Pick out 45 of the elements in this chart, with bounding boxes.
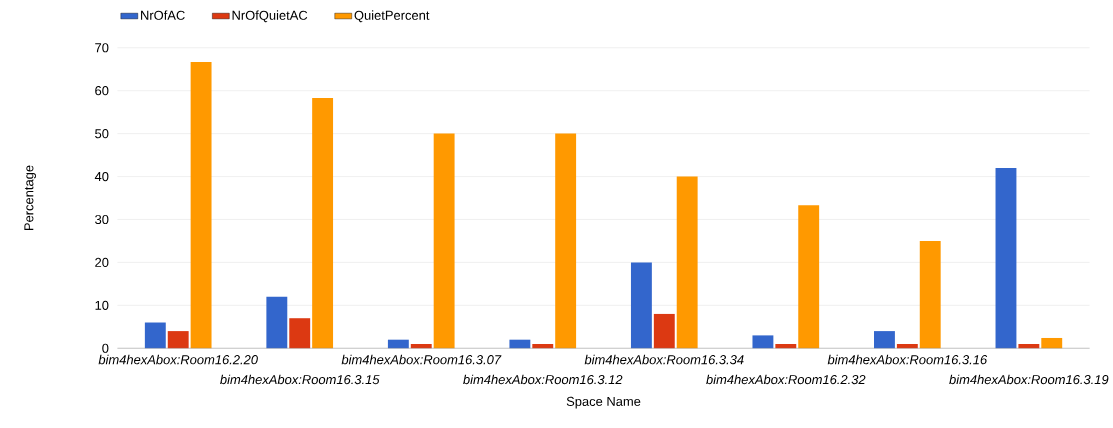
bar	[532, 344, 554, 349]
bar	[555, 133, 577, 349]
y-tick-label: 70	[95, 43, 109, 53]
x-tick-label: bim4hexAbox:Room16.3.15	[220, 374, 380, 385]
bar	[752, 335, 774, 349]
x-tick-label: bim4hexAbox:Room16.3.16	[827, 354, 988, 365]
x-tick-label: bim4hexAbox:Room16.2.32	[706, 374, 866, 385]
legend-label: NrOfAC	[141, 10, 185, 20]
bar	[630, 262, 652, 349]
bar	[312, 98, 334, 349]
x-tick-label: bim4hexAbox:Room16.3.07	[341, 354, 502, 365]
x-tick-label: bim4hexAbox:Room16.2.20	[98, 354, 258, 365]
bar	[266, 296, 288, 349]
bar	[433, 133, 455, 349]
bar	[995, 168, 1017, 349]
y-tick-label: 60	[95, 86, 109, 96]
bar	[190, 61, 212, 349]
legend-label: NrOfQuietAC	[232, 10, 308, 23]
bar	[410, 344, 432, 349]
y-axis-title: Percentage	[24, 165, 36, 231]
bar	[896, 344, 918, 349]
bar	[1041, 338, 1063, 349]
legend-label: QuietPercent	[354, 10, 430, 23]
bar	[167, 331, 189, 349]
x-axis-title: Space Name	[566, 396, 641, 409]
bar	[509, 339, 531, 349]
y-tick-label: 10	[95, 300, 109, 310]
bar	[874, 331, 895, 349]
x-tick-label: bim4hexAbox:Room16.3.12	[463, 374, 623, 385]
bar	[1018, 344, 1040, 349]
bar	[653, 313, 675, 349]
y-tick-label: 50	[95, 129, 109, 139]
bar	[919, 241, 941, 349]
bar	[387, 339, 409, 349]
bar	[144, 322, 166, 349]
bar	[676, 176, 698, 349]
bar	[775, 344, 797, 349]
bar	[798, 205, 820, 349]
x-tick-label: bim4hexAbox:Room16.3.34	[584, 354, 744, 365]
y-tick-label: 40	[94, 172, 109, 182]
y-tick-label: 20	[95, 257, 109, 268]
y-tick-label: 30	[95, 214, 109, 225]
x-tick-label: bim4hexAbox:Room16.3.19	[949, 374, 1109, 385]
bar	[289, 318, 311, 349]
y-tick-label: 0	[102, 343, 109, 353]
